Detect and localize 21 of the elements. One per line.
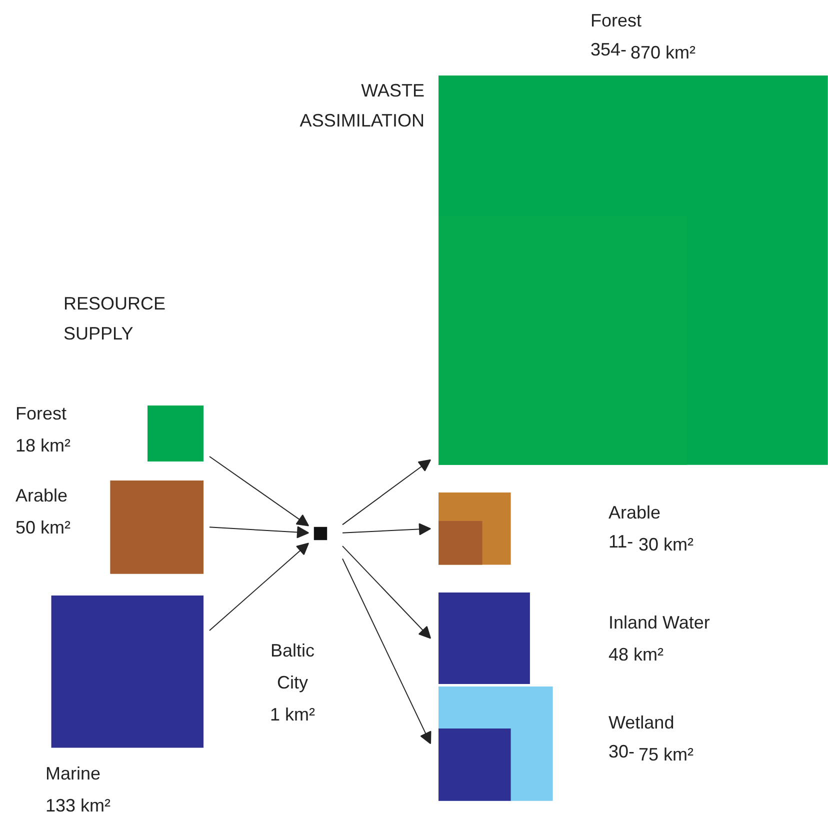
data-label: 1 km² <box>270 704 316 724</box>
category-label: Arable <box>608 502 661 522</box>
text: RESOURCE SUPPLY <box>64 294 166 344</box>
data-label: 870 km² <box>630 42 696 62</box>
data-label: 75 km² <box>638 744 694 764</box>
category-label: Wetland <box>608 712 674 732</box>
data-label: 30- <box>608 742 635 762</box>
data-label: 50 km² <box>16 518 71 538</box>
data-label: 133 km² <box>46 796 111 816</box>
category-label: Arable <box>16 486 68 506</box>
data-label: 18 km² <box>16 436 71 456</box>
category-label: Forest <box>590 10 642 30</box>
data-label: 30 km² <box>638 534 694 554</box>
text: WASTE ASSIMILATION <box>300 80 425 130</box>
category-label: Inland Water <box>608 612 710 632</box>
category-label: Baltic City <box>270 640 315 692</box>
data-label: 48 km² <box>608 644 664 664</box>
data-label: 354- <box>590 40 627 60</box>
data-label: 11- <box>608 532 634 552</box>
category-label: Marine <box>46 764 101 784</box>
category-label: Forest <box>16 404 67 424</box>
